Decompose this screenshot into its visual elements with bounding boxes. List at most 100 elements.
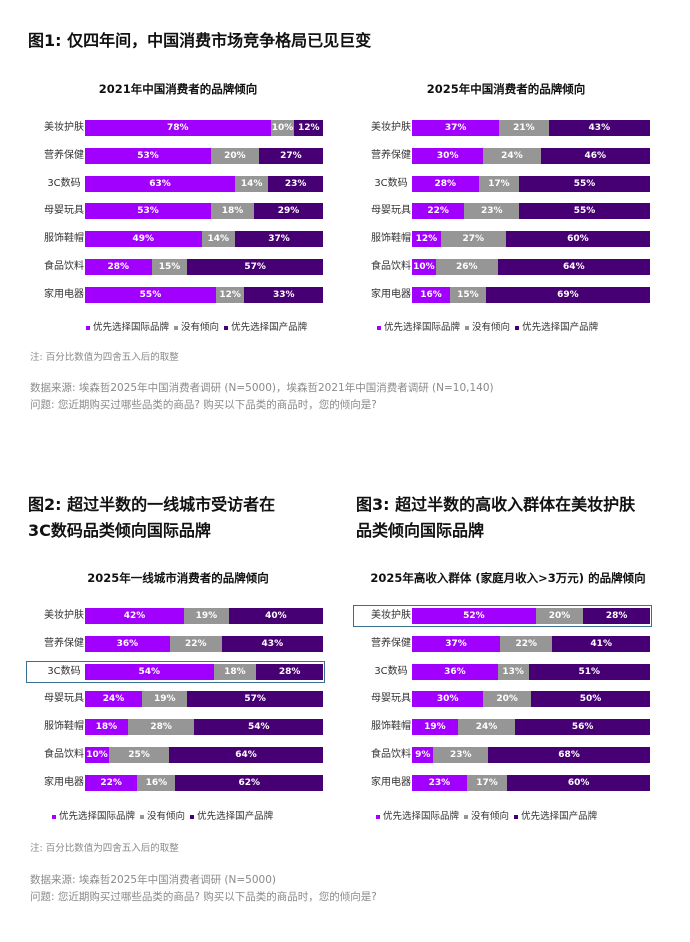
legend-domestic: 优先选择国产品牌 (515, 322, 598, 333)
chart-1-legend: 优先选择国际品牌 没有倾向 优先选择国产品牌 (86, 319, 309, 333)
legend-swatch-international (376, 814, 380, 819)
bar-segment-international: 23% (412, 774, 467, 791)
category-label: 母婴玩具 (44, 205, 84, 217)
category-label: 美妆护肤 (371, 610, 411, 621)
bar-row: 家用电器 23% 17% 60% (355, 774, 650, 791)
category-label: 营养保健 (371, 149, 411, 161)
legend-domestic: 优先选择国产品牌 (224, 322, 307, 333)
bar-segment-domestic: 55% (519, 175, 650, 192)
bar-segment-neutral: 24% (457, 719, 516, 736)
bar-segment-domestic: 62% (175, 774, 323, 791)
bar-row: 食品饮料 9% 23% 68% (355, 747, 650, 763)
chart-4-legend: 优先选择国际品牌 没有倾向 优先选择国产品牌 (376, 808, 599, 822)
bar-segment-neutral: 14% (234, 175, 269, 192)
bar-segment-neutral: 14% (201, 231, 235, 248)
bar-row: 3C数码 54% 18% 28% (28, 663, 323, 680)
chart-2-title: 2025年中国消费者的品牌倾向 (426, 82, 586, 96)
bar-segment-international: 63% (85, 175, 235, 192)
bar-segment-domestic: 64% (497, 259, 650, 275)
chart-1-title: 2021年中国消费者的品牌倾向 (98, 82, 258, 96)
bar-segment-international: 36% (85, 635, 170, 652)
bar-row: 营养保健 53% 20% 27% (28, 147, 323, 164)
bar-segment-domestic: 28% (583, 608, 650, 624)
bar-segment-domestic: 64% (169, 747, 323, 763)
bar-segment-neutral: 19% (183, 608, 229, 624)
bar-segment-neutral: 20% (483, 691, 531, 708)
bar-segment-international: 30% (412, 147, 484, 164)
bar-segment-neutral: 15% (151, 259, 188, 275)
bar-row: 母婴玩具 22% 23% 55% (355, 203, 650, 220)
category-label: 母婴玩具 (44, 693, 84, 705)
chart-4-title: 2025年高收入群体 (家庭月收入>3万元) 的品牌倾向 (370, 571, 646, 585)
category-label: 食品饮料 (44, 749, 84, 760)
category-label: 3C数码 (47, 665, 81, 677)
bar-segment-international: 12% (412, 231, 441, 248)
legend-domestic: 优先选择国产品牌 (190, 811, 273, 822)
chart-3-title: 2025年一线城市消费者的品牌倾向 (87, 571, 269, 585)
bar-row: 美妆护肤 52% 20% 28% (355, 608, 650, 624)
bar-segment-neutral: 17% (478, 175, 520, 192)
bar-row: 服饰鞋帽 49% 14% 37% (28, 231, 323, 248)
bar-segment-international: 9% (412, 747, 434, 763)
bar-segment-international: 10% (412, 259, 436, 275)
bar-segment-neutral: 15% (450, 286, 486, 303)
category-label: 服饰鞋帽 (44, 721, 84, 733)
bar-row: 母婴玩具 24% 19% 57% (28, 691, 323, 708)
category-label: 3C数码 (374, 177, 408, 189)
category-label: 美妆护肤 (44, 122, 84, 133)
bar-segment-domestic: 12% (294, 120, 323, 136)
legend-domestic: 优先选择国产品牌 (514, 811, 597, 822)
bar-row: 食品饮料 28% 15% 57% (28, 259, 323, 275)
category-label: 母婴玩具 (371, 693, 411, 705)
bar-segment-international: 78% (85, 120, 271, 136)
category-label: 家用电器 (371, 776, 411, 788)
legend-international: 优先选择国际品牌 (377, 322, 460, 333)
category-label: 家用电器 (44, 288, 84, 300)
category-label: 家用电器 (371, 288, 411, 300)
legend-swatch-domestic (514, 814, 519, 819)
category-label: 服饰鞋帽 (44, 233, 84, 245)
bar-segment-international: 55% (85, 286, 216, 303)
bar-segment-international: 28% (85, 259, 152, 275)
legend-neutral: 没有倾向 (465, 322, 510, 333)
bar-segment-domestic: 51% (528, 663, 650, 680)
bar-segment-domestic: 54% (194, 719, 323, 736)
bar-segment-neutral: 23% (433, 747, 489, 763)
bar-segment-neutral: 10% (270, 120, 295, 136)
bar-segment-domestic: 57% (187, 259, 323, 275)
bar-segment-international: 53% (85, 203, 212, 220)
bar-row: 服饰鞋帽 12% 27% 60% (355, 231, 650, 248)
bar-segment-international: 18% (85, 719, 128, 736)
category-label: 美妆护肤 (371, 122, 411, 133)
bar-segment-domestic: 37% (234, 231, 323, 248)
bar-segment-neutral: 25% (109, 747, 170, 763)
highlight-box (26, 660, 325, 683)
category-label: 3C数码 (47, 177, 81, 189)
bar-row: 3C数码 63% 14% 23% (28, 175, 323, 192)
bar-segment-domestic: 60% (507, 774, 650, 791)
legend-swatch-domestic (224, 325, 229, 330)
bar-row: 食品饮料 10% 25% 64% (28, 747, 323, 763)
bar-segment-international: 28% (412, 175, 479, 192)
bar-segment-neutral: 20% (535, 608, 584, 624)
bar-row: 营养保健 37% 22% 41% (355, 635, 650, 652)
bar-segment-international: 42% (85, 608, 184, 624)
legend-neutral: 没有倾向 (174, 322, 219, 333)
bar-segment-domestic: 57% (187, 691, 323, 708)
legend-swatch-neutral (464, 814, 469, 819)
source-top-line1: 数据来源: 埃森哲2025年中国消费者调研 (N=5000)，埃森哲2021年中… (30, 382, 494, 394)
bar-segment-international: 37% (412, 120, 500, 136)
legend-swatch-international (86, 325, 90, 330)
legend-international: 优先选择国际品牌 (52, 811, 135, 822)
bar-segment-neutral: 19% (142, 691, 188, 708)
bar-segment-international: 52% (412, 608, 536, 624)
bar-segment-neutral: 21% (499, 120, 549, 136)
bar-segment-domestic: 43% (221, 635, 323, 652)
legend-swatch-international (377, 325, 381, 330)
bar-segment-neutral: 17% (466, 774, 508, 791)
category-label: 食品饮料 (44, 261, 84, 272)
bar-row: 家用电器 16% 15% 69% (355, 286, 650, 303)
source-bottom-line1: 数据来源: 埃森哲2025年中国消费者调研 (N=5000) (30, 874, 277, 886)
legend-international: 优先选择国际品牌 (376, 811, 459, 822)
category-label: 3C数码 (374, 665, 408, 677)
